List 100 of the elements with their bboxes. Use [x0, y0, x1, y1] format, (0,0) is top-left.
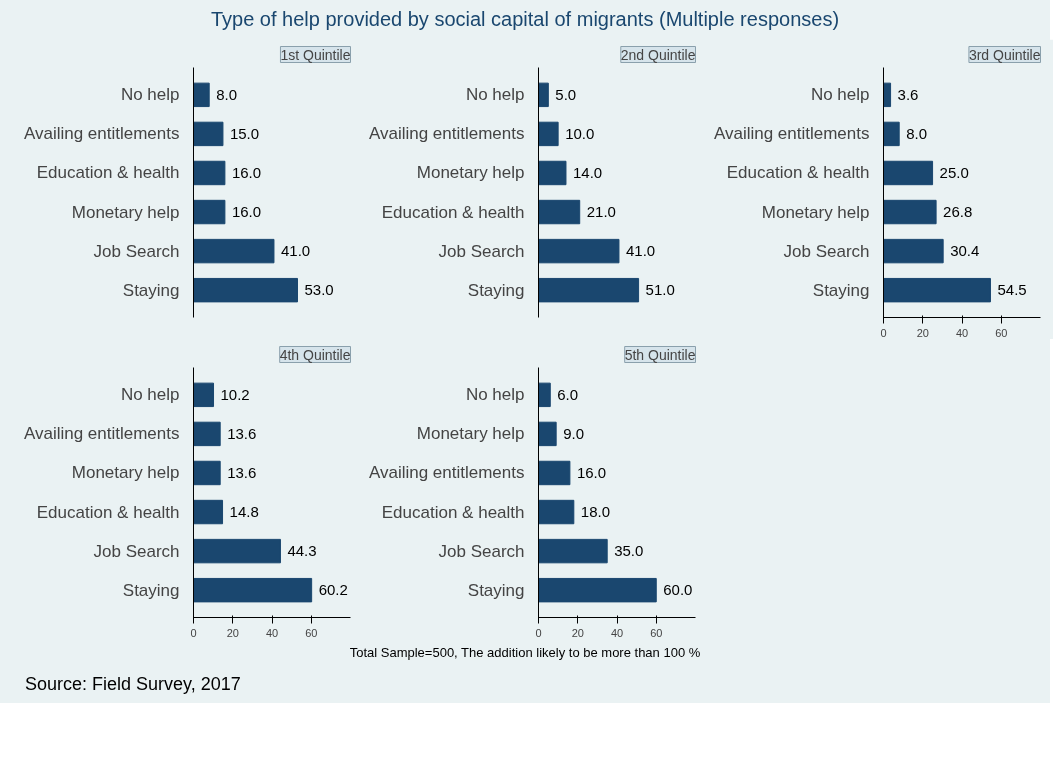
bar — [193, 460, 221, 485]
bar — [193, 382, 215, 407]
data-label: 8.0 — [906, 124, 928, 142]
y-tick-label: Availing entitlements — [368, 463, 525, 483]
x-tick-label: 60 — [995, 326, 1008, 339]
y-tick-label: Staying — [122, 580, 180, 600]
bar — [538, 199, 581, 224]
bar — [538, 538, 608, 563]
bar — [193, 199, 226, 224]
bar — [193, 499, 224, 524]
bar — [883, 238, 944, 263]
data-label: 21.0 — [586, 202, 616, 220]
data-label: 30.4 — [950, 241, 980, 259]
y-tick-label: No help — [120, 84, 180, 104]
chart-title: 1st Quintile — [280, 46, 351, 63]
bar — [193, 121, 224, 146]
x-tick-label: 20 — [571, 626, 584, 639]
data-label: 6.0 — [557, 385, 579, 403]
data-label: 16.0 — [231, 163, 262, 181]
data-label: 13.6 — [227, 463, 257, 481]
y-tick-label: Education & health — [726, 163, 870, 183]
y-tick-label: Job Search — [438, 241, 525, 261]
bar — [883, 121, 900, 146]
bar — [883, 199, 937, 224]
y-tick-label: Education & health — [36, 502, 180, 522]
chart-title: 2nd Quintile — [620, 46, 696, 63]
data-label: 5.0 — [555, 85, 577, 103]
bar — [538, 577, 657, 602]
x-tick-label: 40 — [955, 326, 969, 339]
y-tick-label: Monetary help — [416, 423, 525, 443]
bar — [193, 421, 221, 446]
bar — [538, 277, 640, 302]
x-tick-label: 0 — [880, 326, 887, 339]
y-tick-label: Job Search — [93, 241, 180, 261]
bar — [193, 538, 281, 563]
bar — [538, 121, 559, 146]
x-tick-label: 0 — [535, 626, 542, 639]
data-label: 13.6 — [227, 424, 257, 442]
y-tick-label: Availing entitlements — [713, 123, 870, 143]
data-label: 18.0 — [580, 502, 611, 520]
data-label: 14.8 — [229, 502, 259, 520]
bar — [883, 82, 892, 107]
text: Total Sample=500, The addition likely to be more than 100 % — [349, 643, 701, 662]
y-tick-label: Monetary help — [71, 202, 180, 222]
data-label: 53.0 — [304, 280, 334, 298]
bar — [193, 82, 210, 107]
y-tick-label: Education & health — [381, 502, 525, 522]
bar — [193, 577, 313, 602]
data-label: 3.6 — [897, 85, 919, 103]
bar — [193, 160, 226, 185]
y-tick-label: Job Search — [93, 541, 180, 561]
bar — [538, 499, 575, 524]
y-tick-label: Job Search — [438, 541, 525, 561]
bar — [538, 421, 557, 446]
y-tick-label: Staying — [467, 280, 525, 300]
y-tick-label: Education & health — [36, 163, 180, 183]
data-label: 10.2 — [220, 385, 250, 403]
x-tick-label: 60 — [650, 626, 663, 639]
bar — [538, 160, 567, 185]
y-tick-label: No help — [810, 84, 870, 104]
data-label: 25.0 — [939, 163, 969, 181]
y-tick-label: Availing entitlements — [368, 123, 525, 143]
data-label: 35.0 — [614, 541, 644, 559]
y-tick-label: Staying — [467, 580, 525, 600]
data-label: 54.5 — [997, 280, 1027, 298]
y-tick-label: Availing entitlements — [23, 123, 180, 143]
bar — [883, 277, 991, 302]
x-tick-label: 0 — [190, 626, 197, 639]
data-label: 15.0 — [229, 124, 260, 142]
chart-title: 3rd Quintile — [968, 46, 1041, 63]
y-tick-label: No help — [465, 384, 525, 404]
bar — [193, 277, 299, 302]
y-tick-label: Monetary help — [416, 163, 525, 183]
data-label: 60.2 — [318, 580, 348, 598]
source-note: Source: Field Survey, 2017 — [25, 673, 241, 697]
data-label: 8.0 — [216, 85, 238, 103]
y-tick-label: Monetary help — [761, 202, 870, 222]
x-tick-label: 20 — [226, 626, 239, 639]
data-label: 10.0 — [565, 124, 595, 142]
data-label: 26.8 — [943, 202, 973, 220]
y-tick-label: Availing entitlements — [23, 423, 180, 443]
data-label: 51.0 — [645, 280, 675, 298]
y-tick-label: Staying — [812, 280, 870, 300]
bar — [883, 160, 934, 185]
bar — [538, 82, 549, 107]
chart-title: 4th Quintile — [279, 346, 351, 363]
x-tick-label: 40 — [610, 626, 624, 639]
data-label: 60.0 — [663, 580, 693, 598]
data-label: 14.0 — [572, 163, 603, 181]
y-tick-label: No help — [465, 84, 525, 104]
bar — [193, 238, 275, 263]
y-tick-label: Staying — [122, 280, 180, 300]
data-label: 41.0 — [625, 241, 656, 259]
x-tick-label: 40 — [265, 626, 279, 639]
data-label: 16.0 — [576, 463, 607, 481]
chart-title: 5th Quintile — [624, 346, 696, 363]
data-label: 9.0 — [563, 424, 585, 442]
bar — [538, 238, 620, 263]
y-tick-label: Education & health — [381, 202, 525, 222]
y-tick-label: Job Search — [783, 241, 870, 261]
